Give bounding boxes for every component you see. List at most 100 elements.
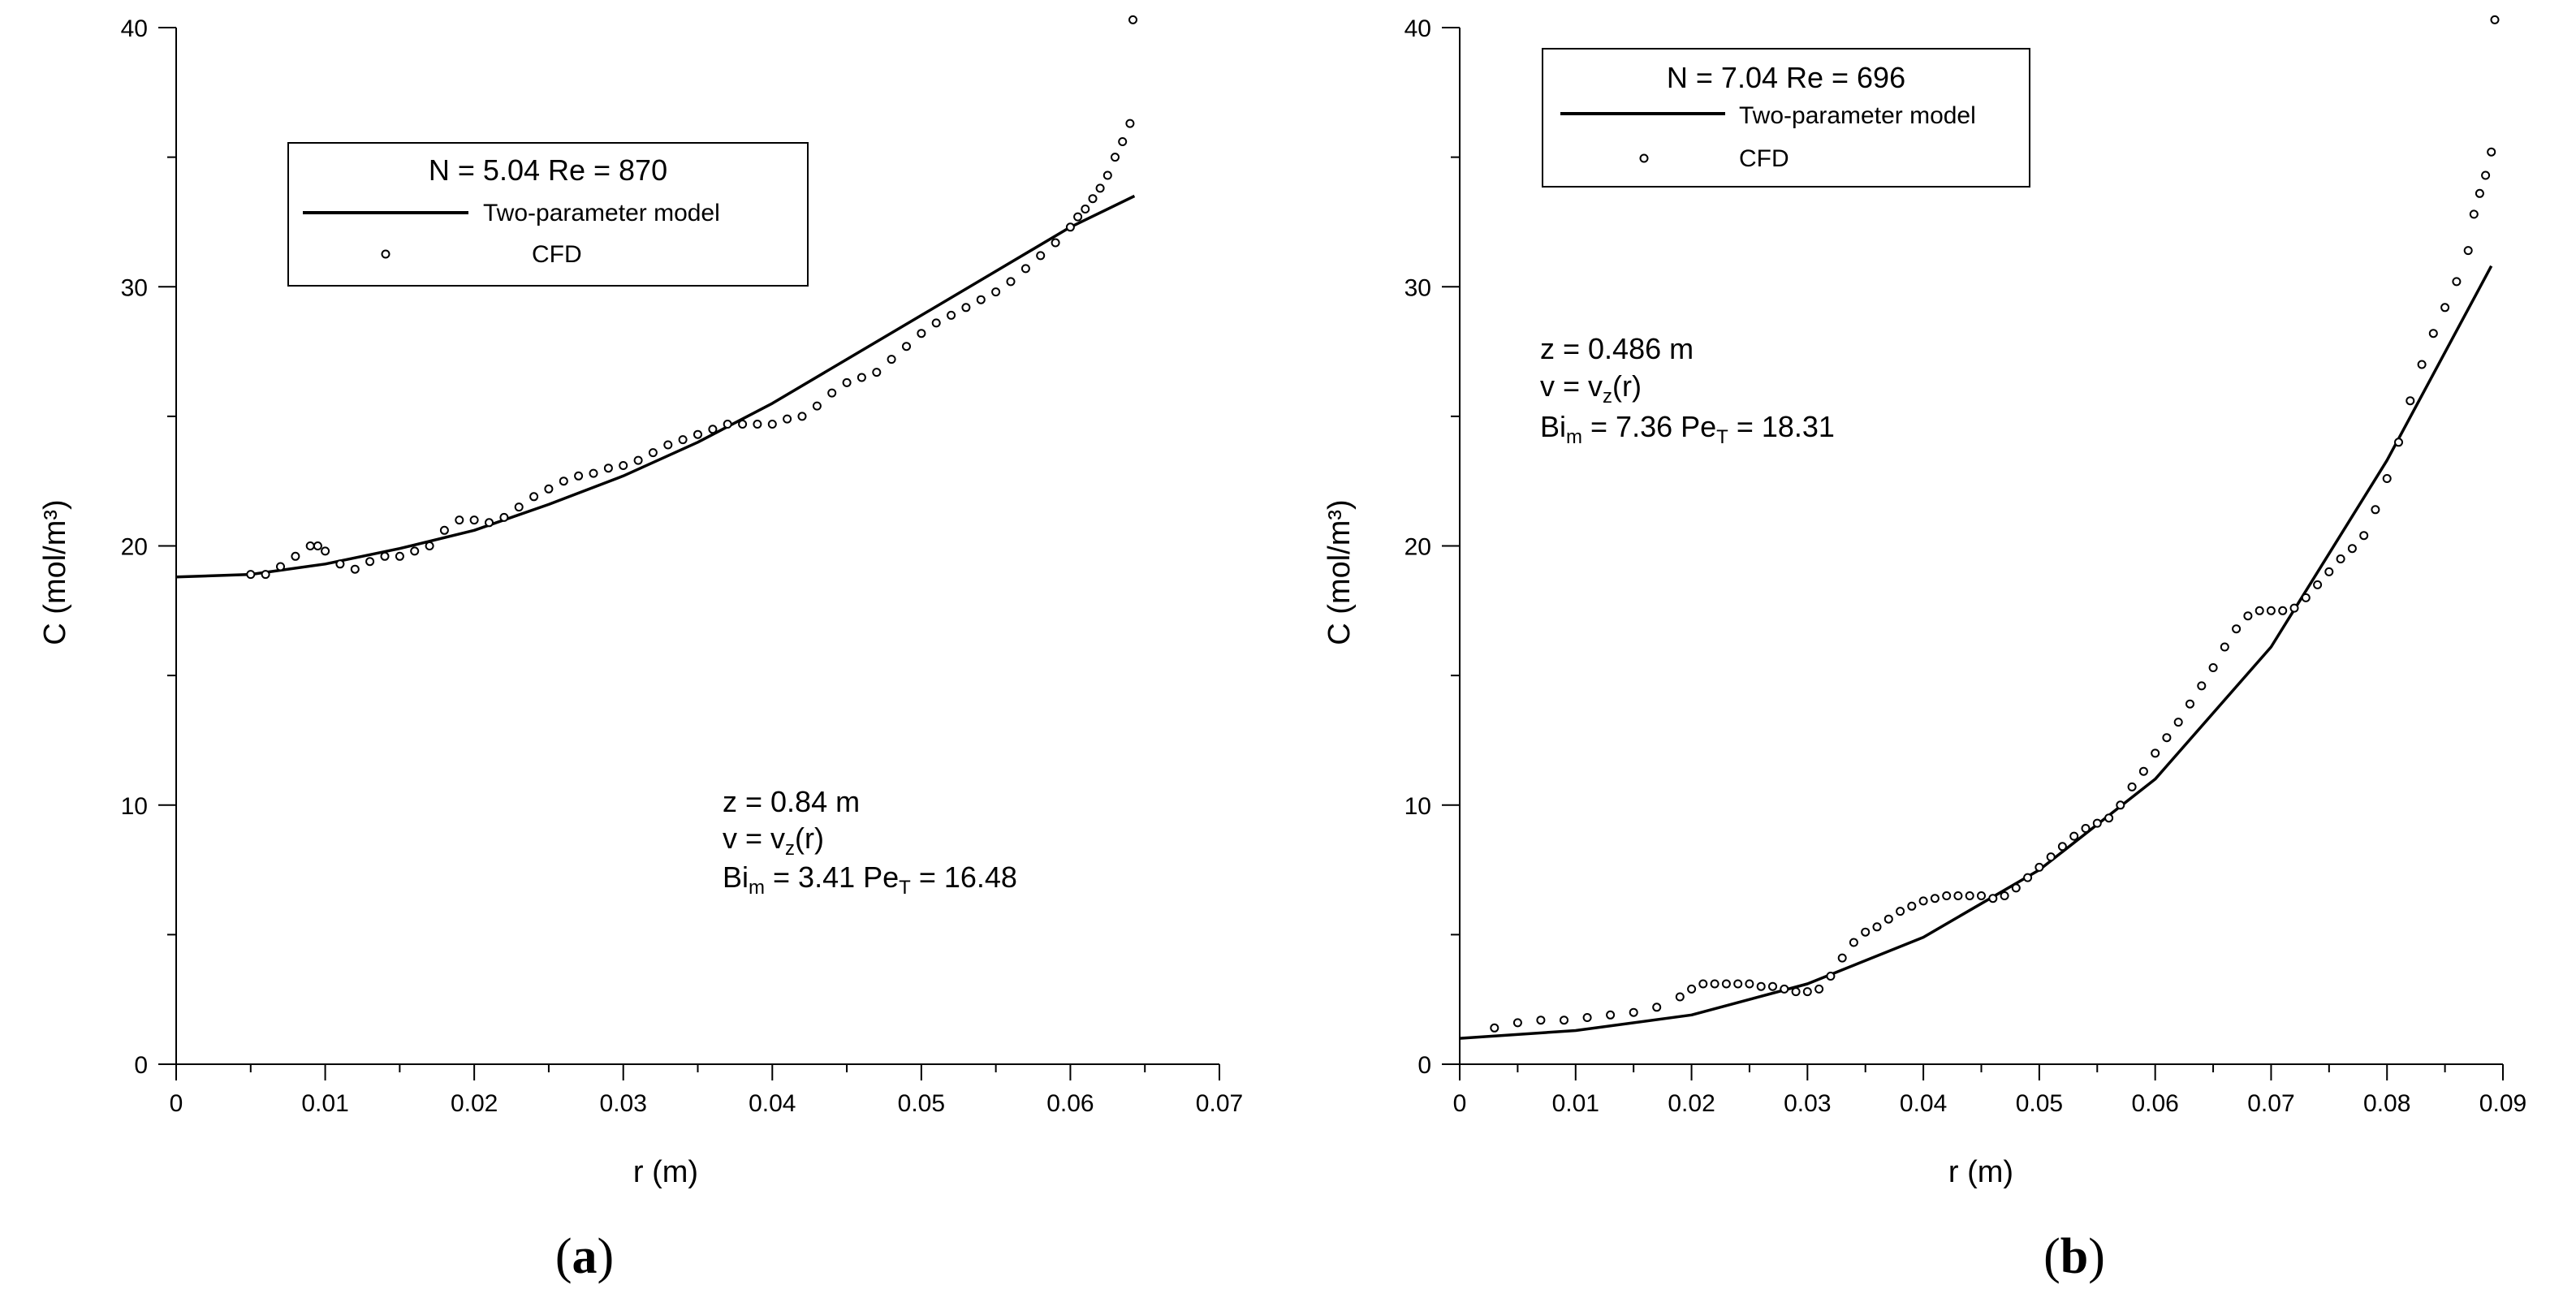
legend-box (1542, 48, 2030, 188)
cfd-data-point (2023, 873, 2033, 882)
cfd-data-point (723, 420, 732, 429)
cfd-data-point (529, 492, 539, 502)
cfd-data-point (1051, 238, 1060, 248)
annotation-b: z = 0.486 m v = vz(r) Bim = 7.36 PeT = 1… (1540, 332, 1835, 448)
cfd-data-point (902, 342, 911, 351)
x-tick-label: 0.08 (2363, 1090, 2410, 1117)
cfd-data-point (1768, 981, 1777, 991)
cfd-data-point (1036, 251, 1046, 261)
cfd-data-point (425, 541, 434, 550)
cfd-data-point (633, 455, 643, 465)
x-axis-label: r (m) (633, 1155, 698, 1189)
cfd-data-point (2347, 544, 2357, 554)
chart-panel-b: 0 0.01 0.02 0.03 0.04 0.05 0.06 0.07 0.08 0.09 0 10… (1323, 15, 2526, 1284)
cfd-data-point (767, 420, 777, 429)
cfd-data-point (1896, 907, 1905, 916)
legend-entry-model: Two-parameter model (1739, 102, 1976, 129)
x-tick-label: 0.02 (451, 1090, 498, 1117)
chart-panel-a: 0 0.01 0.02 0.03 0.04 0.05 0.06 0.07 0 10 20 30 40 N… (38, 15, 1243, 1284)
cfd-data-point (1710, 979, 1719, 989)
cfd-data-point (693, 429, 702, 439)
cfd-data-point (2162, 733, 2172, 743)
legend-entry-cfd: CFD (532, 241, 582, 268)
cfd-data-point (2475, 188, 2484, 198)
cfd-data-point (1102, 170, 1112, 180)
cfd-data-point (1606, 1010, 1616, 1020)
cfd-data-point (678, 435, 688, 445)
cfd-data-point (2046, 852, 2056, 862)
cfd-data-point (276, 562, 285, 571)
cfd-data-point (976, 295, 986, 304)
cfd-data-point (2266, 606, 2276, 615)
cfd-data-point (439, 525, 449, 535)
cfd-data-point (917, 329, 926, 339)
y-tick-label: 0 (1417, 1052, 1431, 1079)
cfd-data-point (783, 414, 792, 424)
cfd-data-point (2092, 818, 2102, 828)
cfd-data-point (2406, 396, 2415, 406)
legend-entry-cfd: CFD (1739, 145, 1789, 172)
cfd-data-point (1006, 277, 1016, 287)
cfd-data-point (1125, 119, 1135, 128)
cfd-data-point (1826, 972, 1836, 981)
series-line-two-parameter-model (1459, 265, 2493, 1040)
cfd-data-point (2440, 303, 2450, 313)
cfd-data-point (2197, 681, 2207, 691)
cfd-data-point (313, 541, 322, 550)
x-axis-label: r (m) (1948, 1155, 2013, 1189)
cfd-data-point (1883, 914, 1893, 924)
y-tick-label: 0 (134, 1052, 148, 1079)
cfd-data-point (2428, 329, 2438, 339)
cfd-data-point (2417, 360, 2427, 369)
legend-marker-swatch (381, 249, 390, 259)
y-tick-label: 10 (121, 793, 148, 820)
cfd-data-point (2336, 554, 2345, 563)
cfd-data-point (2104, 813, 2114, 823)
cfd-data-point (2278, 606, 2288, 615)
legend-marker-swatch (1639, 153, 1649, 163)
cfd-data-point (2000, 891, 2009, 900)
cfd-data-point (335, 559, 345, 569)
cfd-data-point (1020, 264, 1030, 274)
cfd-data-point (1490, 1023, 1499, 1033)
cfd-data-point (2173, 718, 2183, 727)
cfd-data-point (1128, 15, 1137, 24)
cfd-data-point (812, 401, 822, 411)
x-tick-label: 0 (170, 1090, 183, 1117)
y-axis-label: C (mol/m³) (38, 499, 72, 645)
plot-area-b: 0 0.01 0.02 0.03 0.04 0.05 0.06 0.07 0.08 0.09 0 10… (1405, 15, 2526, 1117)
cfd-data-point (2313, 580, 2323, 589)
cfd-data-point (514, 502, 524, 512)
legend-title: N = 5.04 Re = 870 (429, 153, 667, 187)
annotation-z: z = 0.84 m (723, 785, 860, 818)
cfd-data-point (1652, 1003, 1662, 1012)
cfd-data-point (663, 440, 673, 450)
x-tick-label: 0.05 (898, 1090, 945, 1117)
x-tick-label: 0.03 (1784, 1090, 1831, 1117)
cfd-data-point (261, 570, 270, 580)
x-tick-label: 0.09 (2479, 1090, 2526, 1117)
cfd-data-point (1965, 891, 1974, 900)
cfd-data-point (857, 373, 866, 382)
cfd-data-point (2452, 277, 2462, 287)
cfd-data-point (1814, 984, 1824, 994)
x-tick-label: 0.06 (2131, 1090, 2178, 1117)
cfd-data-point (708, 425, 718, 434)
cfd-data-point (1536, 1016, 1546, 1025)
cfd-data-point (469, 515, 479, 525)
cfd-data-point (2138, 766, 2148, 776)
cfd-data-point (1065, 222, 1075, 232)
annotation-parameters: Bim = 7.36 PeT = 18.31 (1540, 410, 1835, 448)
cfd-data-point (872, 368, 882, 377)
cfd-data-point (2208, 663, 2218, 672)
x-tick-label: 0.01 (1552, 1090, 1599, 1117)
cfd-data-point (2057, 842, 2067, 852)
cfd-data-point (365, 557, 375, 567)
cfd-data-point (305, 541, 315, 550)
cfd-data-point (1872, 922, 1882, 932)
cfd-data-point (1582, 1013, 1592, 1022)
cfd-data-point (246, 570, 256, 580)
y-tick-label: 20 (121, 534, 148, 561)
cfd-data-point (1095, 183, 1105, 193)
